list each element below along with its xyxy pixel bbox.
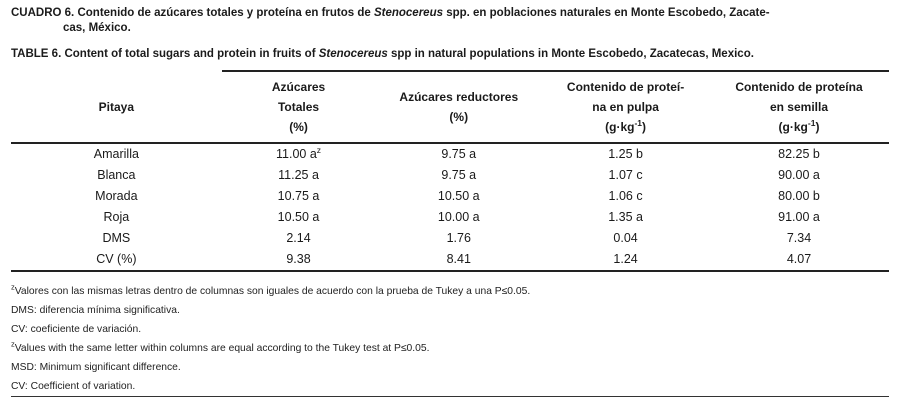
- footnote-superscript: z: [11, 339, 15, 349]
- unit-text: (g·kg: [605, 120, 635, 134]
- tukey-superscript: z: [316, 144, 322, 155]
- value-cell: 4.07: [708, 249, 889, 272]
- col-header-pitaya-label: Pitaya: [98, 99, 135, 114]
- unit-text: (g·kg: [778, 120, 808, 134]
- value-cell: 9.75 a: [441, 168, 477, 182]
- footnote-tukey-es: zValores con las mismas letras dentro de…: [11, 282, 889, 298]
- caption-english-text-continued: spp in natural populations in Monte Esco…: [387, 48, 754, 60]
- value-cell: 1.07 c: [608, 168, 643, 182]
- page-bottom-rule: [11, 396, 889, 397]
- value-cell: 7.34: [786, 231, 812, 245]
- table-row-dms: DMS 2.14 1.76 0.04 7.34: [11, 228, 889, 249]
- caption-english-text: Content of total sugars and protein in f…: [61, 48, 319, 60]
- value-cell: 10.00 a: [437, 210, 480, 224]
- caption-english-species-name: Stenocereus: [318, 48, 388, 60]
- value-cell: 10.50 a: [277, 210, 320, 224]
- col-header-proteina-pulpa: Contenido de proteí- na en pulpa (g·kg-1): [542, 70, 709, 144]
- row-label-cell: CV (%): [11, 249, 222, 272]
- row-label-cell: Blanca: [97, 168, 136, 182]
- caption-spanish: CUADRO 6. Contenido de azúcares totales …: [11, 6, 889, 36]
- col-header-proteina-semilla-label: Contenido de proteína en semilla: [735, 80, 863, 114]
- col-header-proteina-pulpa-unit: (g·kg-1): [544, 117, 707, 137]
- footnotes: zValores con las mismas letras dentro de…: [11, 282, 889, 393]
- col-header-azucares-totales-unit: (%): [224, 117, 374, 137]
- footnote-superscript: z: [11, 282, 15, 292]
- header-row: Pitaya Azúcares Totales (%) Azúcares redu…: [11, 70, 889, 144]
- col-header-azucares-reductores-label: Azúcares reductores: [399, 90, 519, 104]
- unit-exponent: -1: [634, 118, 643, 128]
- footnote-text: Valores con las mismas letras dentro de …: [14, 286, 531, 297]
- caption-spanish-text: Contenido de azúcares totales y proteína…: [74, 7, 374, 19]
- value-cell: 1.06 c: [608, 189, 643, 203]
- value-cell: 11.25 a: [278, 168, 319, 182]
- row-label-cell: Morada: [95, 189, 138, 203]
- caption-spanish-species-name: Stenocereus: [373, 7, 443, 19]
- unit-text: (%): [449, 110, 469, 124]
- value-cell: 9.75 a: [441, 147, 477, 161]
- row-label-cell: Amarilla: [93, 147, 139, 161]
- footnote-cv-en: CV: Coefficient of variation.: [11, 381, 889, 393]
- footnote-tukey-en: zValues with the same letter within colu…: [11, 339, 889, 355]
- table-row-cv: CV (%) 9.38 8.41 1.24 4.07: [11, 249, 889, 272]
- results-table: Pitaya Azúcares Totales (%) Azúcares redu…: [11, 70, 889, 272]
- unit-text-close: ): [815, 120, 820, 134]
- footnote-text: Values with the same letter within colum…: [14, 343, 430, 354]
- value-cell: 9.38: [221, 249, 376, 272]
- table-row-amarilla: Amarilla 11.00 az 9.75 a 1.25 b 82.25 b: [11, 143, 889, 165]
- value-cell: 2.14: [286, 231, 311, 245]
- value-cell: 1.76: [446, 231, 471, 245]
- row-label-cell: Roja: [103, 210, 130, 224]
- value-cell: 1.25 b: [608, 147, 643, 161]
- value-cell: 1.35 a: [608, 210, 643, 224]
- unit-text: (%): [289, 120, 308, 134]
- col-header-proteina-pulpa-label: Contenido de proteí- na en pulpa: [566, 80, 685, 114]
- col-header-proteina-semilla-unit: (g·kg-1): [711, 117, 887, 137]
- table-row-blanca: Blanca 11.25 a 9.75 a 1.07 c 90.00 a: [11, 165, 889, 186]
- value-cell: 1.24: [542, 249, 709, 272]
- value-cell: 10.50 a: [437, 189, 480, 203]
- col-header-azucares-totales: Azúcares Totales (%): [221, 70, 376, 144]
- value-text: 11.00 a: [276, 147, 317, 161]
- footnote-msd: MSD: Minimum significant difference.: [11, 362, 889, 374]
- caption-spanish-label: CUADRO 6.: [11, 7, 75, 19]
- value-cell: 82.25 b: [778, 147, 820, 161]
- footnote-text: DMS: diferencia mínima significativa.: [11, 305, 180, 316]
- unit-exponent: -1: [807, 118, 816, 128]
- footnote-text: MSD: Minimum significant difference.: [11, 362, 181, 373]
- caption-english-label: TABLE 6.: [11, 48, 62, 60]
- col-header-azucares-totales-label: Azúcares Totales: [271, 80, 326, 114]
- table-row-roja: Roja 10.50 a 10.00 a 1.35 a 91.00 a: [11, 207, 889, 228]
- footnote-dms: DMS: diferencia mínima significativa.: [11, 305, 889, 317]
- footnote-cv-es: CV: coeficiente de variación.: [11, 324, 889, 336]
- value-cell: 11.00 az: [222, 143, 376, 165]
- col-header-pitaya: Pitaya: [11, 71, 222, 144]
- value-cell: 8.41: [375, 249, 543, 272]
- unit-text-close: ): [642, 120, 647, 134]
- value-cell: 80.00 b: [778, 189, 820, 203]
- footnote-text: CV: Coefficient of variation.: [11, 381, 136, 392]
- value-cell: 90.00 a: [778, 168, 820, 182]
- caption-spanish-text-continued: spp. en poblaciones naturales en Monte E…: [63, 7, 770, 34]
- table-row-morada: Morada 10.75 a 10.50 a 1.06 c 80.00 b: [11, 186, 889, 207]
- row-label-cell: DMS: [102, 231, 131, 245]
- footnote-text: CV: coeficiente de variación.: [11, 324, 142, 335]
- caption-english: TABLE 6. Content of total sugars and pro…: [11, 47, 889, 62]
- value-cell: 0.04: [613, 231, 638, 245]
- value-cell: 91.00 a: [778, 210, 820, 224]
- col-header-azucares-reductores-unit: (%): [377, 107, 540, 127]
- col-header-proteina-semilla: Contenido de proteína en semilla (g·kg-1): [708, 70, 889, 144]
- col-header-azucares-reductores: Azúcares reductores (%): [375, 70, 543, 144]
- value-cell: 10.75 a: [277, 189, 320, 203]
